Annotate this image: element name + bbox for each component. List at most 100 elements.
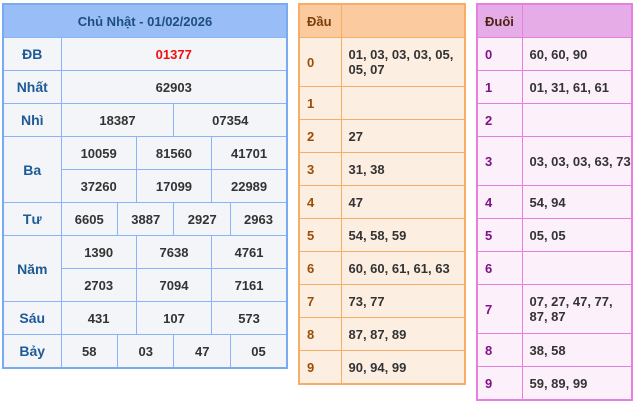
dau-digit: 0 <box>298 37 342 87</box>
prize-label: Nhất <box>2 70 62 104</box>
prize-row: Tư 6605 3887 2927 2963 <box>2 202 288 236</box>
prize-label: Nhì <box>2 103 62 137</box>
duoi-row: 1 01, 31, 61, 61 <box>476 70 633 104</box>
dau-row: 9 90, 94, 99 <box>298 350 466 385</box>
duoi-digit: 2 <box>476 103 523 137</box>
dau-digit: 5 <box>298 218 342 252</box>
prize-number: 107 <box>135 301 213 335</box>
duoi-values <box>521 103 633 137</box>
duoi-digit: 1 <box>476 70 523 104</box>
dau-header: Đầu <box>298 3 342 38</box>
duoi-row: 2 <box>476 103 633 137</box>
dau-digit: 4 <box>298 185 342 219</box>
duoi-row: 0 60, 60, 90 <box>476 37 633 71</box>
dau-row: 4 47 <box>298 185 466 219</box>
prize-number: 2963 <box>229 202 288 236</box>
duoi-digit: 3 <box>476 136 523 186</box>
duoi-values: 60, 60, 90 <box>521 37 633 71</box>
prize-row: Ba 10059 81560 41701 <box>2 136 288 203</box>
duoi-row: 9 59, 89, 99 <box>476 366 633 401</box>
dau-values: 01, 03, 03, 03, 05, 05, 07 <box>340 37 466 87</box>
prize-number: 10059 <box>60 136 137 170</box>
prize-number: 17099 <box>135 169 213 203</box>
dau-values: 73, 77 <box>340 284 466 318</box>
dau-digit: 6 <box>298 251 342 285</box>
duoi-digit: 5 <box>476 218 523 252</box>
prize-number: 58 <box>60 334 118 369</box>
prize-row: Nhất 62903 <box>2 70 288 104</box>
duoi-row: 6 <box>476 251 633 285</box>
duoi-row: 7 07, 27, 47, 77, 87, 87 <box>476 284 633 334</box>
special-prize-number: 01377 <box>60 37 288 71</box>
duoi-values: 54, 94 <box>521 185 633 219</box>
duoi-values: 05, 05 <box>521 218 633 252</box>
prize-number: 37260 <box>60 169 137 203</box>
prize-number: 4761 <box>211 235 288 269</box>
results-title: Chủ Nhật - 01/02/2026 <box>2 3 288 38</box>
duoi-header-blank <box>521 3 633 38</box>
duoi-row: 8 38, 58 <box>476 333 633 367</box>
prize-number: 431 <box>60 301 137 335</box>
dau-row: 0 01, 03, 03, 03, 05, 05, 07 <box>298 37 466 87</box>
duoi-row: 5 05, 05 <box>476 218 633 252</box>
duoi-digit: 8 <box>476 333 523 367</box>
dau-values: 90, 94, 99 <box>340 350 466 385</box>
prize-number: 22989 <box>211 169 288 203</box>
prize-number: 7161 <box>211 268 288 302</box>
prize-number: 81560 <box>135 136 213 170</box>
prize-row: Bảy 58 03 47 05 <box>2 334 288 369</box>
dau-row: 5 54, 58, 59 <box>298 218 466 252</box>
prize-row: Năm 1390 7638 4761 <box>2 235 288 302</box>
duoi-values: 07, 27, 47, 77, 87, 87 <box>521 284 633 334</box>
dau-row: 2 27 <box>298 119 466 153</box>
dau-table: Đầu 0 01, 03, 03, 03, 05, 05, 07 1 2 27 3 31, … <box>298 3 466 385</box>
duoi-row: 3 03, 03, 03, 63, 73 <box>476 136 633 186</box>
duoi-values: 59, 89, 99 <box>521 366 633 401</box>
dau-row: 7 73, 77 <box>298 284 466 318</box>
duoi-digit: 0 <box>476 37 523 71</box>
dau-values: 54, 58, 59 <box>340 218 466 252</box>
prize-row: Nhì 18387 07354 <box>2 103 288 137</box>
prize-number: 7094 <box>135 268 213 302</box>
duoi-values <box>521 251 633 285</box>
prize-number: 03 <box>116 334 175 369</box>
dau-digit: 8 <box>298 317 342 351</box>
duoi-table: Đuôi 0 60, 60, 90 1 01, 31, 61, 61 2 3 03, 03,… <box>476 3 633 401</box>
dau-row: 3 31, 38 <box>298 152 466 186</box>
duoi-values: 01, 31, 61, 61 <box>521 70 633 104</box>
dau-values: 27 <box>340 119 466 153</box>
duoi-digit: 9 <box>476 366 523 401</box>
dau-digit: 3 <box>298 152 342 186</box>
prize-number: 62903 <box>60 70 288 104</box>
dau-values: 60, 60, 61, 61, 63 <box>340 251 466 285</box>
prize-number: 07354 <box>173 103 288 137</box>
prize-number: 1390 <box>60 235 137 269</box>
duoi-row: 4 54, 94 <box>476 185 633 219</box>
dau-values: 31, 38 <box>340 152 466 186</box>
prize-label: Năm <box>2 235 62 302</box>
duoi-values: 38, 58 <box>521 333 633 367</box>
dau-digit: 7 <box>298 284 342 318</box>
prize-label: Tư <box>2 202 62 236</box>
prize-row: 2703 7094 7161 <box>3 268 288 302</box>
dau-row: 6 60, 60, 61, 61, 63 <box>298 251 466 285</box>
duoi-digit: 6 <box>476 251 523 285</box>
duoi-digit: 4 <box>476 185 523 219</box>
dau-values <box>340 86 466 120</box>
prize-number: 573 <box>211 301 288 335</box>
prize-number: 05 <box>229 334 288 369</box>
duoi-header: Đuôi <box>476 3 523 38</box>
dau-row: 8 87, 87, 89 <box>298 317 466 351</box>
prize-row: 37260 17099 22989 <box>3 169 288 203</box>
prize-number: 2703 <box>60 268 137 302</box>
prize-number: 47 <box>173 334 231 369</box>
prize-label: Bảy <box>2 334 62 369</box>
dau-digit: 2 <box>298 119 342 153</box>
prize-number: 6605 <box>60 202 118 236</box>
prize-number: 2927 <box>173 202 231 236</box>
duoi-values: 03, 03, 03, 63, 73 <box>521 136 633 186</box>
prize-number: 7638 <box>135 235 213 269</box>
dau-values: 87, 87, 89 <box>340 317 466 351</box>
prize-label: ĐB <box>2 37 62 71</box>
dau-values: 47 <box>340 185 466 219</box>
